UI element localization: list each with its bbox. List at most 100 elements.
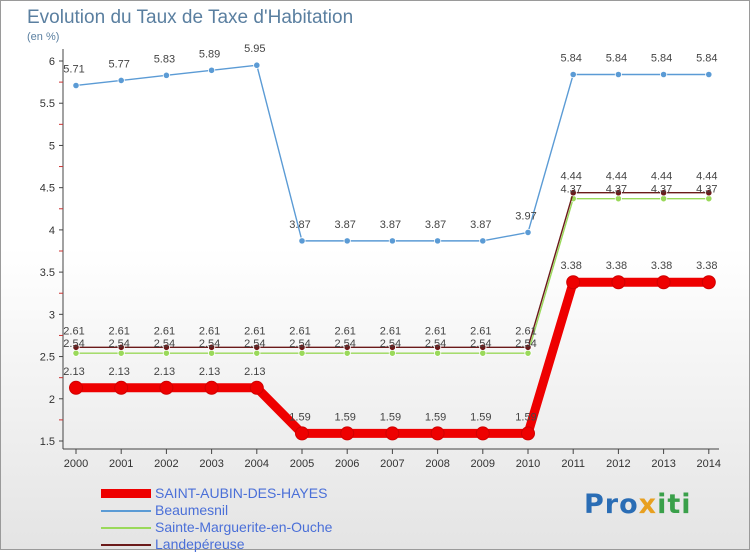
data-point [705, 189, 713, 197]
data-point [524, 228, 532, 237]
legend-swatch [101, 526, 151, 529]
data-label: 2.61 [63, 325, 84, 337]
data-point [253, 343, 261, 351]
data-point [385, 426, 400, 441]
data-label: 2.13 [108, 366, 129, 378]
x-tick-label: 2004 [245, 458, 269, 470]
data-point [298, 349, 306, 357]
data-point [705, 70, 713, 79]
data-point [388, 237, 396, 245]
data-label: 2.54 [515, 338, 536, 350]
data-label: 5.84 [651, 53, 672, 65]
y-tick-label: 5.5 [40, 98, 55, 110]
data-label: 4.37 [606, 184, 627, 196]
data-label: 4.37 [696, 184, 717, 196]
data-point [611, 275, 626, 290]
data-label: 5.89 [199, 48, 220, 60]
x-tick-label: 2003 [199, 458, 223, 470]
data-point [479, 343, 487, 351]
data-point [343, 349, 351, 357]
data-label: 2.61 [108, 325, 129, 337]
data-label: 4.44 [651, 171, 672, 183]
x-tick-label: 2012 [606, 458, 630, 470]
data-point [705, 195, 713, 203]
x-tick-label: 2006 [335, 458, 359, 470]
data-label: 2.13 [154, 366, 175, 378]
data-label: 3.87 [380, 219, 401, 231]
data-point [340, 426, 355, 441]
data-point [208, 66, 216, 74]
legend-label: Sainte-Marguerite-en-Ouche [155, 519, 333, 535]
data-label: 2.54 [425, 338, 446, 350]
y-tick-label: 5 [49, 140, 55, 152]
data-point [204, 380, 219, 395]
data-point [208, 349, 216, 357]
data-point [475, 426, 490, 441]
data-point [295, 426, 309, 441]
data-label: 2.54 [199, 338, 220, 350]
data-point [117, 343, 125, 351]
data-label: 2.54 [108, 338, 129, 350]
y-tick-label: 4.5 [40, 183, 55, 195]
data-point [298, 237, 306, 245]
data-label: 1.59 [515, 411, 536, 423]
data-label: 2.13 [244, 366, 265, 378]
proxiti-logo: Proxiti [584, 489, 692, 520]
series-line [75, 64, 709, 242]
data-label: 2.61 [470, 325, 491, 337]
y-tick-label: 2 [49, 394, 55, 406]
data-point [162, 343, 170, 351]
data-label: 3.38 [651, 260, 672, 272]
legend-swatch [101, 489, 151, 498]
data-point [614, 195, 623, 203]
data-label: 5.84 [606, 53, 627, 65]
data-point [659, 70, 668, 79]
data-label: 1.59 [334, 411, 355, 423]
x-tick-label: 2008 [425, 458, 449, 470]
legend-label: Beaumesnil [155, 502, 229, 518]
data-label: 3.38 [560, 260, 581, 272]
data-point [433, 343, 442, 351]
data-point [521, 426, 535, 441]
data-label: 2.61 [425, 325, 446, 337]
x-tick-label: 2000 [64, 458, 88, 470]
legend-swatch [101, 543, 151, 546]
data-label: 3.38 [696, 260, 717, 272]
data-label: 3.38 [606, 260, 627, 272]
data-point [659, 189, 668, 197]
legend-label: SAINT-AUBIN-DES-HAYES [155, 485, 328, 501]
data-point [430, 426, 445, 441]
data-label: 2.61 [515, 325, 536, 337]
data-point [659, 195, 668, 203]
y-tick-label: 4 [49, 225, 55, 237]
data-point [479, 349, 487, 357]
x-tick-label: 2014 [697, 458, 721, 470]
data-point [524, 343, 532, 351]
data-label: 2.61 [154, 325, 175, 337]
data-point [72, 81, 80, 90]
x-tick-label: 2002 [154, 458, 178, 470]
data-point [524, 349, 532, 357]
chart-subtitle: (en %) [27, 31, 60, 43]
data-label: 2.54 [289, 338, 310, 350]
data-point [253, 349, 261, 357]
y-tick-label: 2.5 [40, 352, 55, 364]
data-point [343, 343, 351, 351]
data-point [159, 380, 174, 395]
data-point [72, 349, 80, 357]
data-point [656, 275, 671, 290]
data-point [298, 343, 306, 351]
data-label: 4.44 [606, 171, 627, 183]
data-point [114, 380, 129, 395]
data-label: 2.54 [63, 338, 84, 350]
data-point [253, 61, 261, 69]
data-point [701, 275, 716, 290]
data-label: 5.77 [108, 58, 129, 70]
data-label: 3.87 [470, 219, 491, 231]
y-tick-label: 1.5 [40, 436, 55, 448]
data-label: 3.87 [289, 219, 310, 231]
data-label: 1.59 [380, 411, 401, 423]
data-label: 2.61 [380, 325, 401, 337]
data-label: 2.54 [154, 338, 175, 350]
x-tick-label: 2007 [380, 458, 404, 470]
